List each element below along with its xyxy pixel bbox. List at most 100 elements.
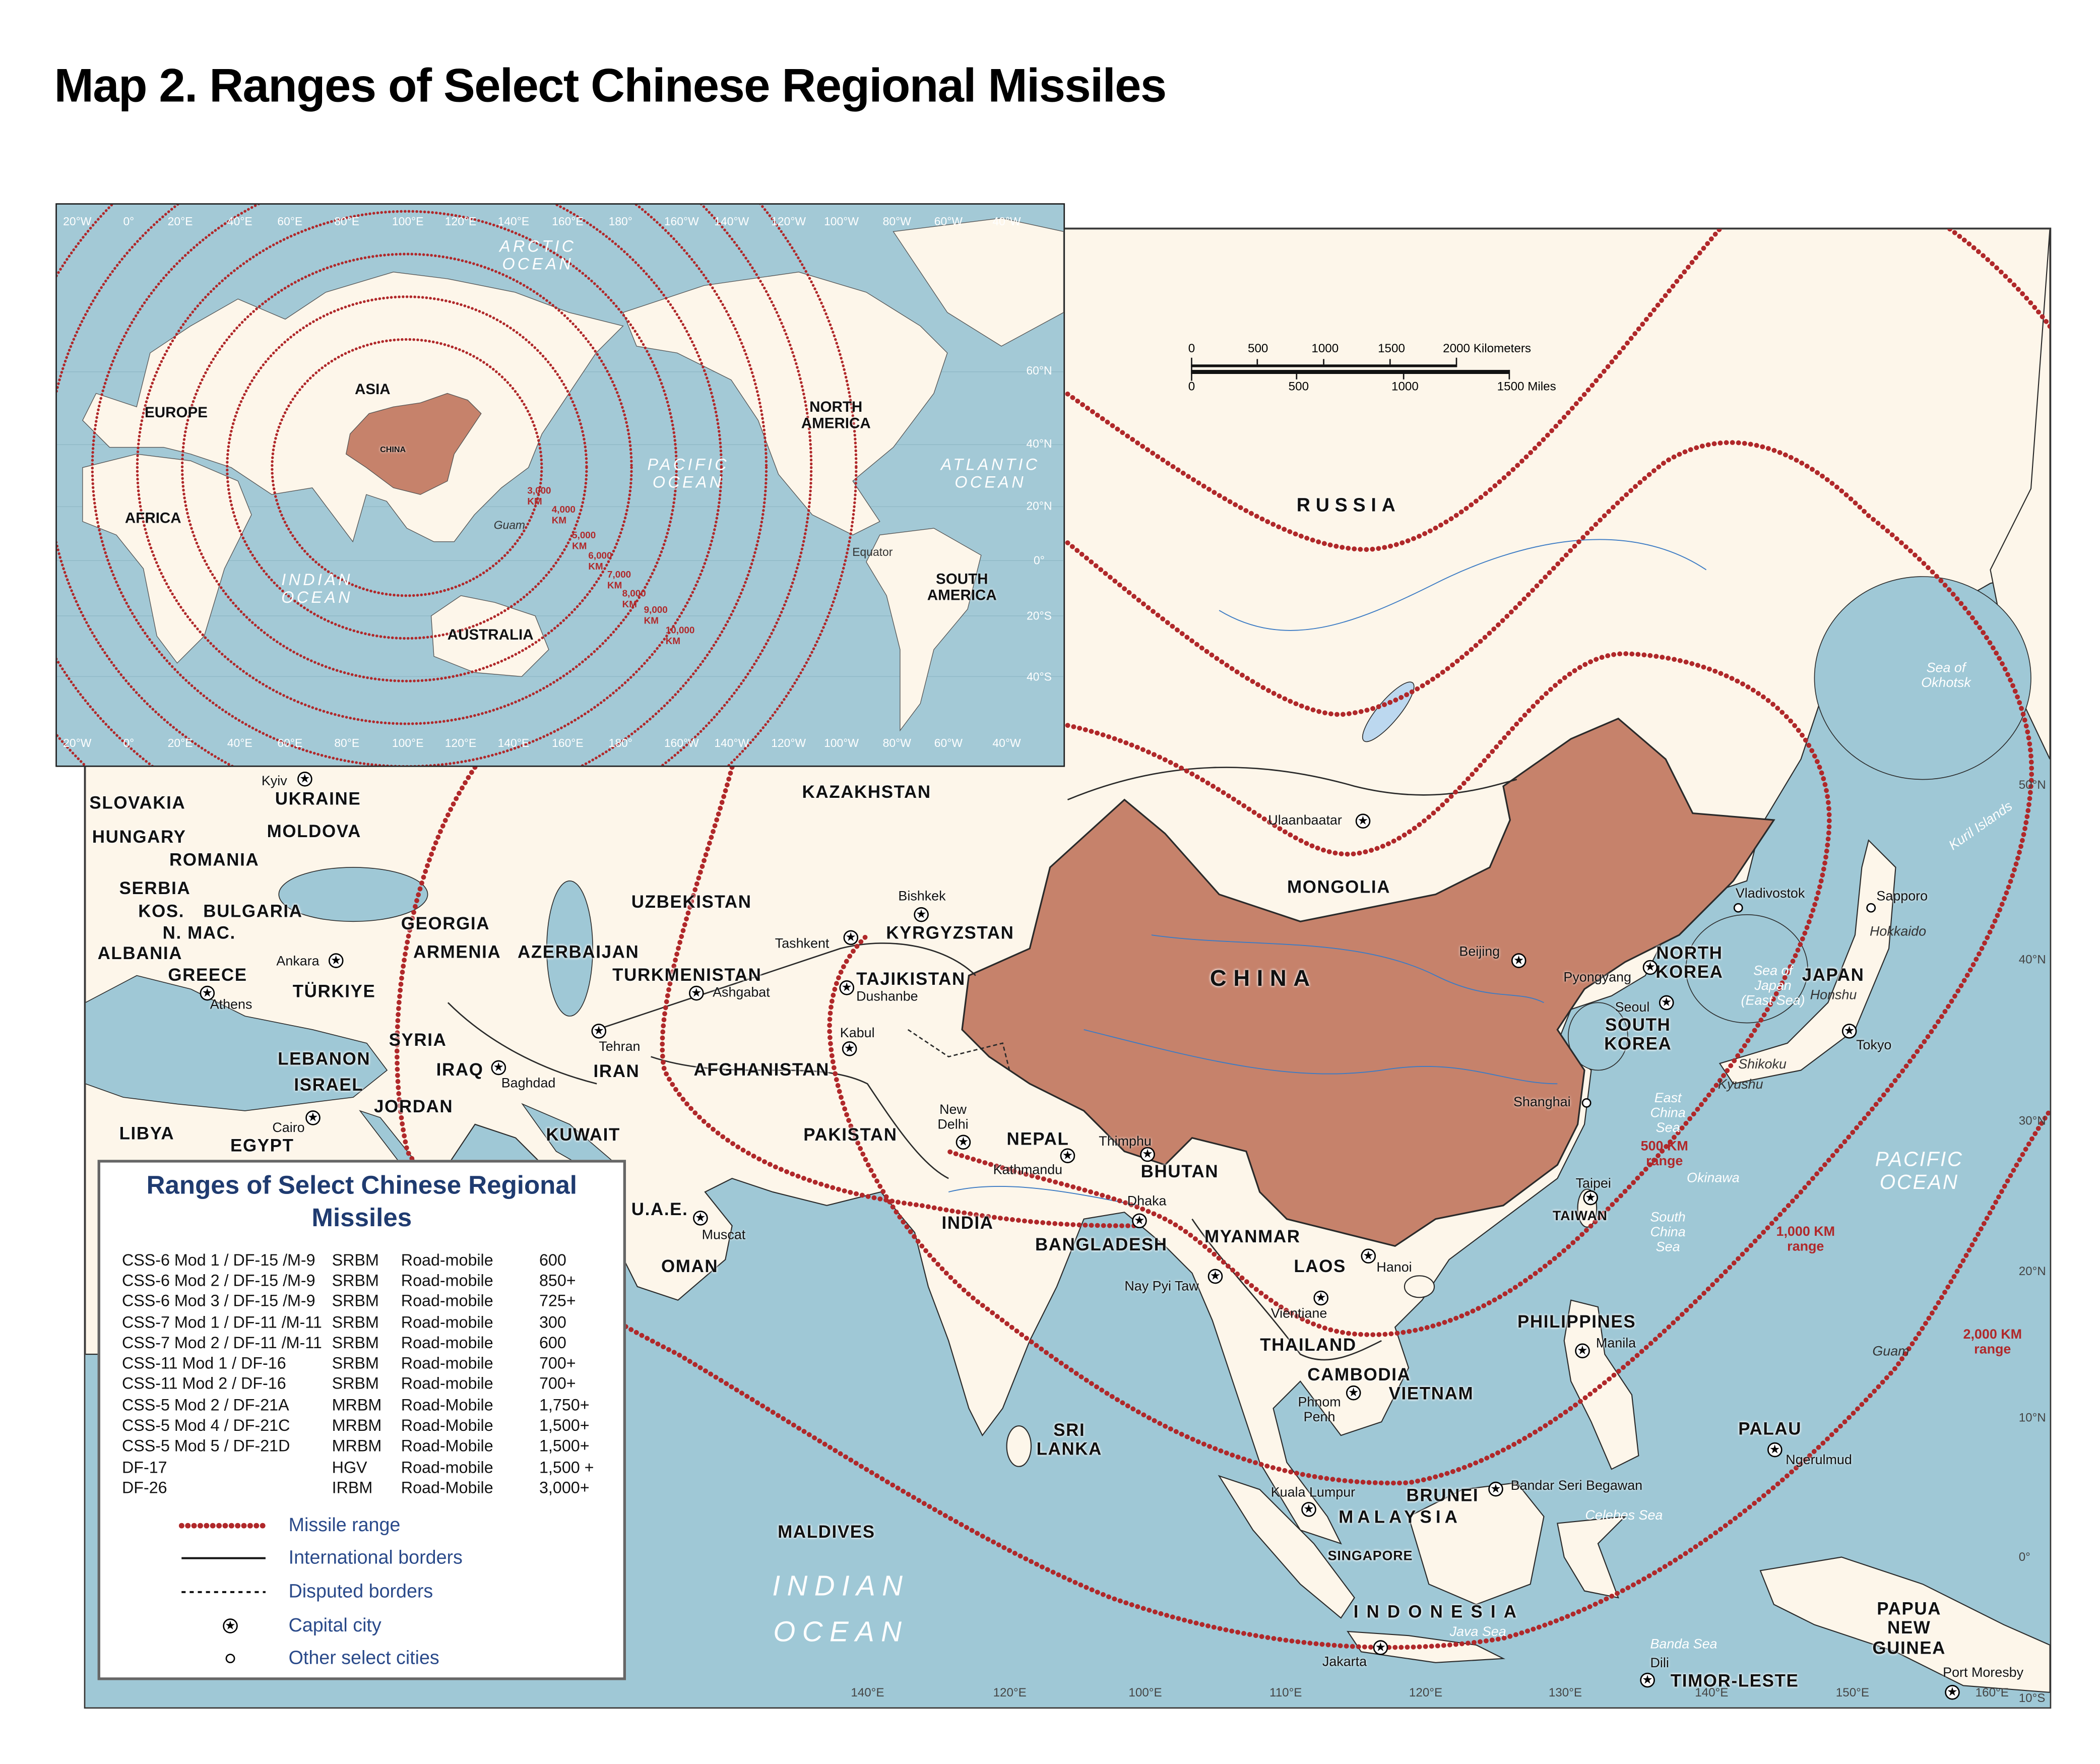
missile-range-km: 700+ bbox=[539, 1374, 576, 1394]
capital-label-bishkek: Bishkek bbox=[898, 889, 946, 905]
sea-of-okhotsk bbox=[1814, 576, 2031, 780]
missile-row: CSS-7 Mod 1 / DF-11 /M-11 SRBM Road-mobile… bbox=[122, 1311, 594, 1332]
missile-range-km: 600 bbox=[539, 1333, 566, 1352]
capital-label-taipei: Taipei bbox=[1575, 1176, 1611, 1192]
inset-land-australia bbox=[430, 595, 549, 677]
country-label-pakistan: PAKISTAN bbox=[803, 1124, 898, 1145]
capital-star-icon bbox=[305, 1110, 321, 1125]
missile-launch: Road-mobile bbox=[401, 1354, 493, 1373]
land-hainan bbox=[1404, 1275, 1435, 1298]
legend-label: Disputed borders bbox=[288, 1580, 433, 1602]
water-label-east-china-sea: East China Sea bbox=[1650, 1091, 1686, 1137]
lon-label: 130°E bbox=[1548, 1685, 1582, 1699]
missile-launch: Road-mobile bbox=[401, 1250, 493, 1270]
capital-label-athens: Athens bbox=[210, 998, 252, 1013]
legend-label: Missile range bbox=[288, 1513, 401, 1535]
inset-lon-label-bottom: 160°W bbox=[664, 736, 699, 750]
water-label-celebes-sea: Celebes Sea bbox=[1585, 1508, 1663, 1524]
missile-name: DF-17 bbox=[121, 1457, 167, 1477]
solid-line-icon bbox=[181, 1557, 266, 1559]
missile-row: CSS-5 Mod 5 / DF-21D MRBM Road-Mobile 1,500… bbox=[122, 1436, 594, 1457]
water-label-java-sea: Java Sea bbox=[1449, 1625, 1506, 1641]
legend-item-capital-city: Capital city bbox=[100, 1610, 615, 1643]
inset-lon-label-bottom: 20°W bbox=[63, 736, 92, 750]
inset-water-indian-ocean: INDIAN OCEAN bbox=[281, 570, 353, 607]
country-label-n-mac: N. MAC. bbox=[162, 922, 236, 943]
country-label-thailand: THAILAND bbox=[1260, 1334, 1357, 1355]
missile-launch: Road-mobile bbox=[401, 1271, 493, 1290]
inset-lon-label-bottom: 20°E bbox=[167, 736, 193, 750]
legend-label: International borders bbox=[288, 1546, 463, 1568]
inset-range-label-7-000-km: 7,000 KM bbox=[607, 571, 631, 591]
inset-lon-label-top: 120°W bbox=[771, 214, 806, 228]
inset-lon-label-bottom: 60°E bbox=[277, 736, 303, 750]
missile-class: SRBM bbox=[332, 1374, 379, 1394]
missile-range-500km bbox=[946, 651, 1832, 1337]
label-taiwan: TAIWAN bbox=[1552, 1209, 1608, 1224]
inset-range-label-4-000-km: 4,000 KM bbox=[551, 506, 576, 526]
missile-range-line-icon bbox=[178, 1523, 269, 1529]
country-label-bhutan: BHUTAN bbox=[1140, 1161, 1219, 1181]
island-label-kyushu: Kyushu bbox=[1717, 1078, 1763, 1093]
country-label-kazakhstan: KAZAKHSTAN bbox=[802, 781, 931, 802]
missile-class: MRBM bbox=[332, 1436, 382, 1456]
island-label-honshu: Honshu bbox=[1810, 988, 1857, 1003]
scale-mi-1000: 1000 bbox=[1391, 379, 1419, 393]
missile-launch: Road-mobile bbox=[401, 1374, 493, 1394]
missile-launch: Road-Mobile bbox=[401, 1416, 493, 1435]
country-label-afghanistan: AFGHANISTAN bbox=[693, 1059, 830, 1080]
missile-range-km: 600 bbox=[539, 1250, 566, 1270]
label-malaysia: MALAYSIA bbox=[1339, 1506, 1461, 1527]
missile-table: CSS-6 Mod 1 / DF-15 /M-9 SRBM Road-mobile 6… bbox=[122, 1249, 594, 1498]
missile-range-outer bbox=[395, 765, 2050, 1650]
city-label-shanghai: Shanghai bbox=[1513, 1095, 1571, 1111]
country-label-philippines: PHILIPPINES bbox=[1517, 1311, 1636, 1332]
capital-label-tokyo: Tokyo bbox=[1856, 1038, 1892, 1054]
capital-star-icon bbox=[1313, 1290, 1328, 1306]
legend-item-disputed-borders: Disputed borders bbox=[100, 1576, 615, 1609]
country-label-libya: LIBYA bbox=[119, 1123, 175, 1144]
capital-label-dhaka: Dhaka bbox=[1127, 1194, 1167, 1210]
legend-label: Capital city bbox=[288, 1613, 381, 1635]
missile-row: CSS-6 Mod 3 / DF-15 /M-9 SRBM Road-mobile 7… bbox=[122, 1291, 594, 1311]
country-label-hungary: HUNGARY bbox=[92, 826, 186, 847]
capital-label-new-delhi: New Delhi bbox=[937, 1103, 969, 1133]
capital-label-jakarta: Jakarta bbox=[1322, 1655, 1367, 1670]
missile-row: CSS-5 Mod 2 / DF-21A MRBM Road-Mobile 1,750… bbox=[122, 1395, 594, 1415]
inset-lat-label: 20°S bbox=[1027, 608, 1052, 622]
inset-water-arctic-ocean: ARCTIC OCEAN bbox=[499, 236, 577, 274]
inset-water-pacific-ocean: PACIFIC OCEAN bbox=[647, 455, 729, 492]
inset-lon-label-top: 0° bbox=[123, 214, 135, 228]
label-singapore: SINGAPORE bbox=[1327, 1549, 1413, 1564]
water-label-south-china-sea: South China Sea bbox=[1650, 1211, 1686, 1255]
inset-range-ring-9000km bbox=[56, 204, 813, 766]
inset-lon-label-bottom: 120°W bbox=[771, 736, 806, 750]
inset-range-label-3-000-km: 3,000 KM bbox=[527, 486, 551, 507]
missile-row: CSS-11 Mod 2 / DF-16 SRBM Road-mobile 700+ bbox=[122, 1373, 594, 1394]
inset-lon-label-top: 180° bbox=[608, 214, 632, 228]
capital-label-port-moresby: Port Moresby bbox=[1943, 1666, 2024, 1681]
inset-range-label-10-000-km: 10,000 KM bbox=[665, 626, 695, 647]
inset-label-china: CHINA bbox=[380, 447, 406, 455]
country-label-cambodia: CAMBODIA bbox=[1307, 1364, 1411, 1385]
missile-launch: Road-mobile bbox=[401, 1333, 493, 1352]
inset-label-europe: EUROPE bbox=[145, 405, 208, 421]
city-circle-icon bbox=[1866, 903, 1876, 913]
missile-name: CSS-5 Mod 4 / DF-21C bbox=[121, 1416, 290, 1435]
inset-lon-label-top: 80°W bbox=[882, 214, 911, 228]
inset-label-asia: ASIA bbox=[354, 382, 391, 399]
capital-label-tashkent: Tashkent bbox=[775, 937, 830, 952]
country-label-armenia: ARMENIA bbox=[413, 941, 501, 962]
missile-class: HGV bbox=[332, 1457, 367, 1477]
missile-launch: Road-Mobile bbox=[401, 1395, 493, 1414]
missile-range-km: 700+ bbox=[539, 1354, 576, 1373]
capital-label-kuala-lumpur: Kuala Lumpur bbox=[1270, 1485, 1356, 1501]
missile-name: CSS-7 Mod 1 / DF-11 /M-11 bbox=[121, 1312, 322, 1332]
capital-star-icon bbox=[328, 953, 344, 968]
missile-row: CSS-6 Mod 1 / DF-15 /M-9 SRBM Road-mobile 6… bbox=[122, 1249, 594, 1270]
scale-mi-0: 0 bbox=[1188, 379, 1195, 393]
capital-star-icon bbox=[1945, 1685, 1960, 1700]
country-label-t-rkiye: TÜRKIYE bbox=[292, 981, 376, 1001]
inset-lon-label-top: 40°E bbox=[227, 214, 252, 228]
country-label-kuwait: KUWAIT bbox=[546, 1124, 620, 1145]
